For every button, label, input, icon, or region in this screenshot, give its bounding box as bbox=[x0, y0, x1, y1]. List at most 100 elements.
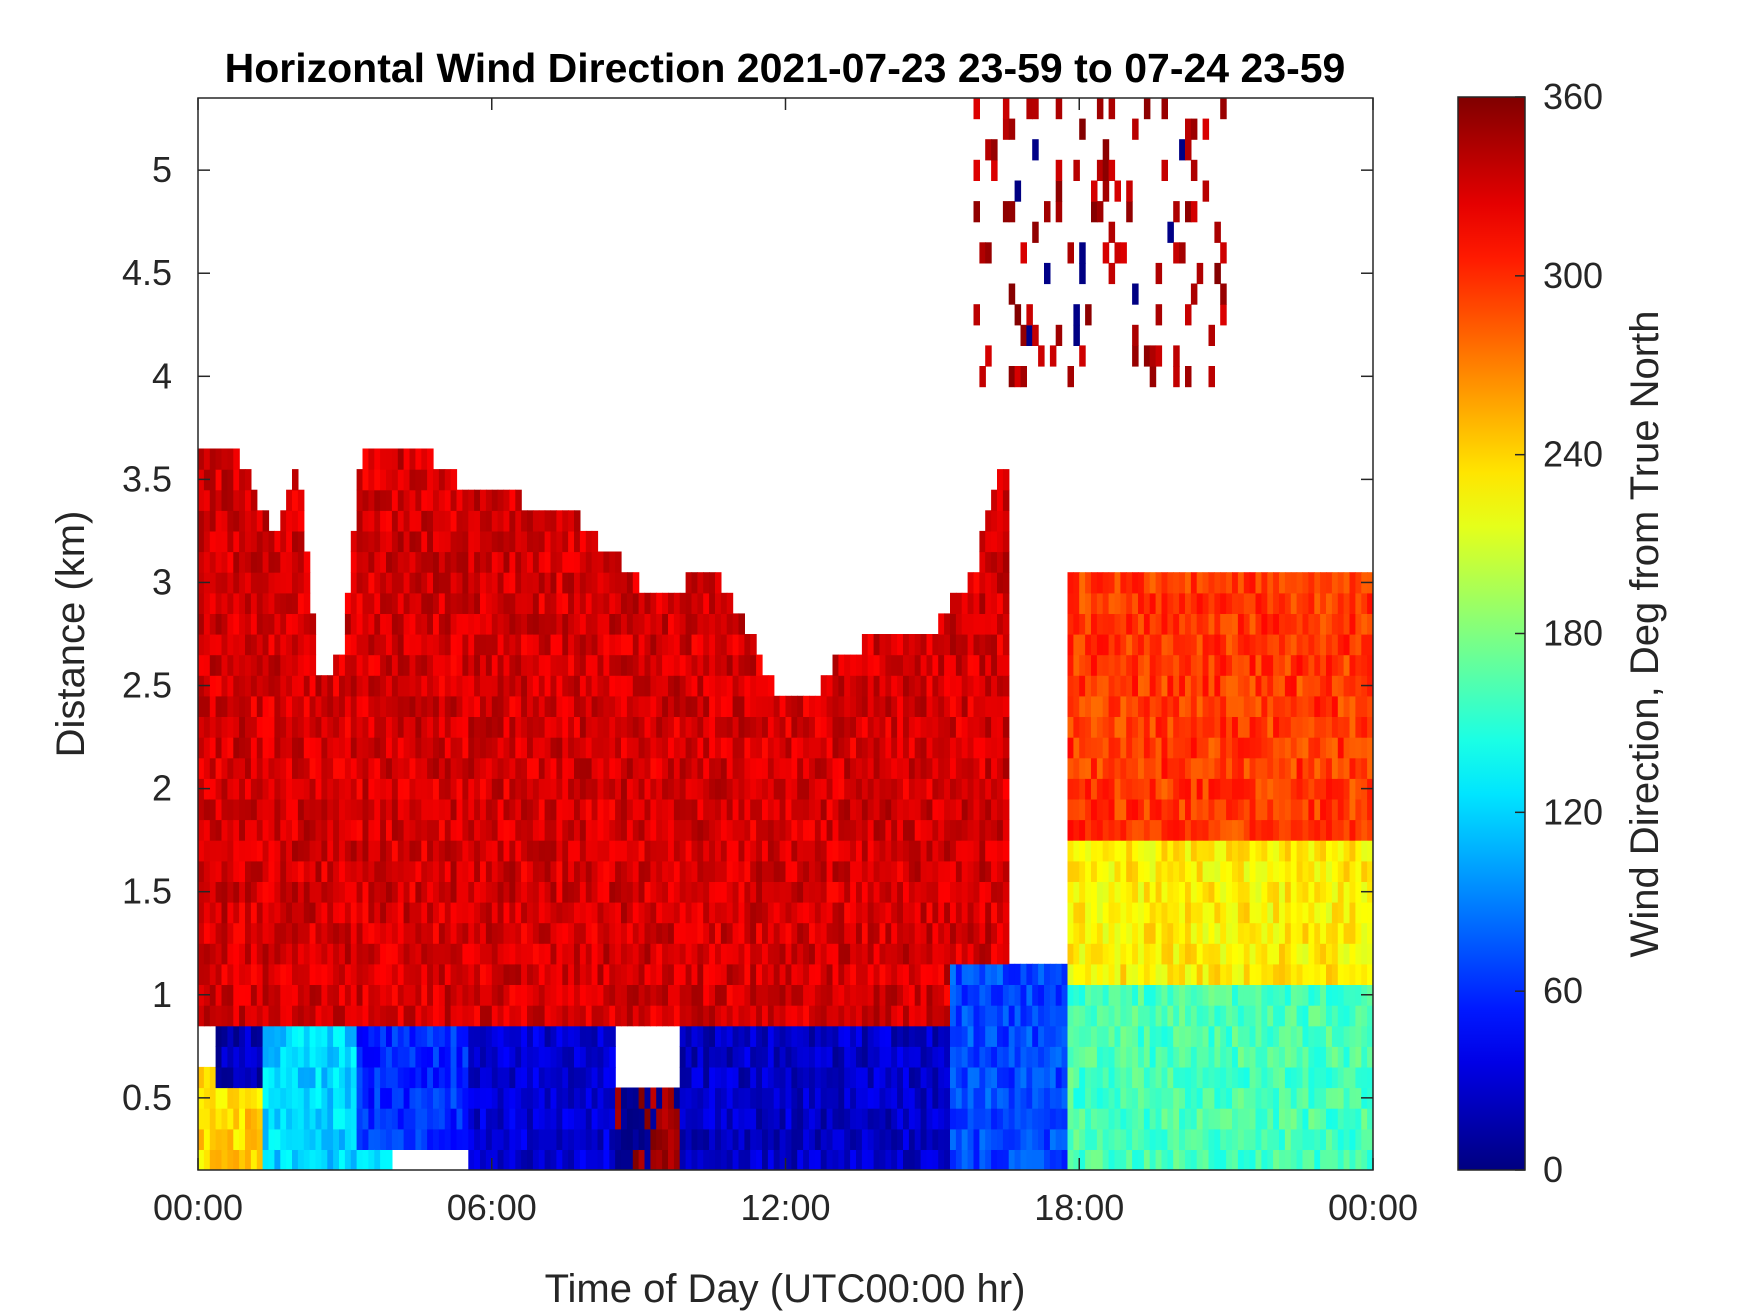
heatmap-cell bbox=[256, 902, 264, 924]
heatmap-cell bbox=[920, 757, 928, 779]
heatmap-cell bbox=[544, 737, 552, 759]
heatmap-cell bbox=[503, 1005, 510, 1027]
heatmap-cell bbox=[1079, 840, 1086, 862]
heatmap-cell bbox=[1085, 757, 1092, 779]
heatmap-cell bbox=[480, 840, 487, 862]
heatmap-cell bbox=[1108, 798, 1116, 821]
heatmap-cell bbox=[585, 778, 593, 800]
heatmap-cell bbox=[532, 902, 540, 924]
heatmap-cell bbox=[691, 860, 698, 882]
heatmap-cell bbox=[321, 1128, 328, 1150]
heatmap-cell bbox=[362, 798, 369, 821]
heatmap-cell bbox=[609, 716, 616, 738]
heatmap-cell bbox=[250, 654, 258, 676]
heatmap-cell bbox=[591, 1108, 599, 1130]
heatmap-cell bbox=[462, 840, 469, 862]
heatmap-cell bbox=[914, 1108, 922, 1130]
heatmap-cell bbox=[850, 840, 857, 862]
heatmap-cell bbox=[456, 860, 463, 882]
heatmap-cell bbox=[527, 1108, 534, 1130]
heatmap-cell bbox=[873, 1046, 881, 1068]
heatmap-cell bbox=[832, 1005, 839, 1027]
heatmap-cell bbox=[861, 757, 869, 779]
heatmap-cell bbox=[350, 798, 358, 821]
heatmap-cell bbox=[632, 1005, 640, 1027]
heatmap-cell bbox=[344, 943, 352, 965]
heatmap-cell bbox=[480, 1149, 487, 1170]
heatmap-cell bbox=[550, 798, 557, 821]
heatmap-cell bbox=[309, 1149, 317, 1170]
heatmap-cell bbox=[709, 922, 716, 944]
heatmap-cell bbox=[380, 819, 387, 841]
heatmap-cell bbox=[262, 510, 270, 532]
heatmap-cell bbox=[292, 1108, 299, 1130]
heatmap-cell bbox=[997, 634, 1004, 656]
heatmap-cell bbox=[603, 819, 610, 841]
heatmap-cell bbox=[938, 1108, 945, 1130]
heatmap-cell bbox=[386, 902, 393, 924]
heatmap-cell bbox=[1073, 798, 1080, 821]
heatmap-cell bbox=[861, 634, 869, 656]
heatmap-cell bbox=[867, 654, 875, 676]
heatmap-cell bbox=[262, 654, 270, 676]
heatmap-cell bbox=[262, 902, 270, 924]
heatmap-cell bbox=[673, 654, 681, 676]
heatmap-cell bbox=[491, 1025, 499, 1047]
heatmap-cell bbox=[591, 530, 599, 553]
heatmap-cell bbox=[362, 902, 369, 924]
heatmap-cell bbox=[679, 881, 687, 903]
heatmap-cell bbox=[1067, 654, 1074, 676]
heatmap-cell bbox=[973, 613, 980, 635]
heatmap-cell bbox=[609, 1046, 616, 1068]
heatmap-cell bbox=[368, 1066, 375, 1089]
heatmap-cell bbox=[1044, 963, 1051, 985]
heatmap-cell bbox=[480, 1046, 487, 1068]
heatmap-cell bbox=[250, 757, 258, 779]
heatmap-cell bbox=[309, 922, 317, 944]
heatmap-cell bbox=[597, 963, 604, 985]
heatmap-cell bbox=[233, 881, 240, 903]
heatmap-cell bbox=[256, 737, 264, 759]
heatmap-cell bbox=[932, 1149, 939, 1170]
heatmap-cell bbox=[497, 510, 505, 532]
heatmap-cell bbox=[438, 1046, 446, 1068]
heatmap-cell bbox=[256, 510, 264, 532]
heatmap-cell bbox=[791, 881, 798, 903]
heatmap-cell bbox=[474, 798, 481, 821]
heatmap-cell bbox=[973, 695, 980, 717]
heatmap-cell bbox=[380, 675, 387, 697]
heatmap-cell bbox=[762, 922, 769, 944]
heatmap-cell bbox=[750, 1087, 757, 1109]
heatmap-cell bbox=[838, 984, 845, 1006]
heatmap-cell bbox=[926, 654, 933, 676]
heatmap-cell bbox=[227, 902, 234, 924]
heatmap-cell bbox=[973, 572, 980, 594]
heatmap-cell bbox=[297, 860, 305, 882]
heatmap-cell bbox=[1002, 695, 1010, 717]
heatmap-cell bbox=[1108, 159, 1116, 181]
heatmap-cell bbox=[444, 1087, 452, 1109]
heatmap-cell bbox=[309, 716, 317, 738]
heatmap-cell bbox=[732, 675, 740, 697]
heatmap-cell bbox=[767, 943, 775, 965]
heatmap-cell bbox=[362, 592, 369, 614]
heatmap-cell bbox=[967, 902, 975, 924]
heatmap-cell bbox=[286, 592, 293, 614]
heatmap-cell bbox=[732, 1108, 740, 1130]
heatmap-cell bbox=[738, 634, 745, 656]
heatmap-cell bbox=[615, 634, 622, 656]
heatmap-cell bbox=[891, 1128, 898, 1150]
heatmap-cell bbox=[415, 469, 422, 491]
heatmap-cell bbox=[938, 943, 945, 965]
heatmap-cell bbox=[1126, 1066, 1133, 1089]
heatmap-cell bbox=[1114, 943, 1121, 965]
heatmap-cell bbox=[991, 695, 998, 717]
heatmap-cell bbox=[1102, 819, 1110, 841]
heatmap-cell bbox=[738, 881, 745, 903]
heatmap-cell bbox=[744, 1046, 751, 1068]
heatmap-cell bbox=[1002, 572, 1010, 594]
heatmap-cell bbox=[879, 716, 886, 738]
heatmap-cell bbox=[374, 716, 381, 738]
heatmap-cell bbox=[438, 469, 446, 491]
heatmap-cell bbox=[626, 1087, 634, 1109]
